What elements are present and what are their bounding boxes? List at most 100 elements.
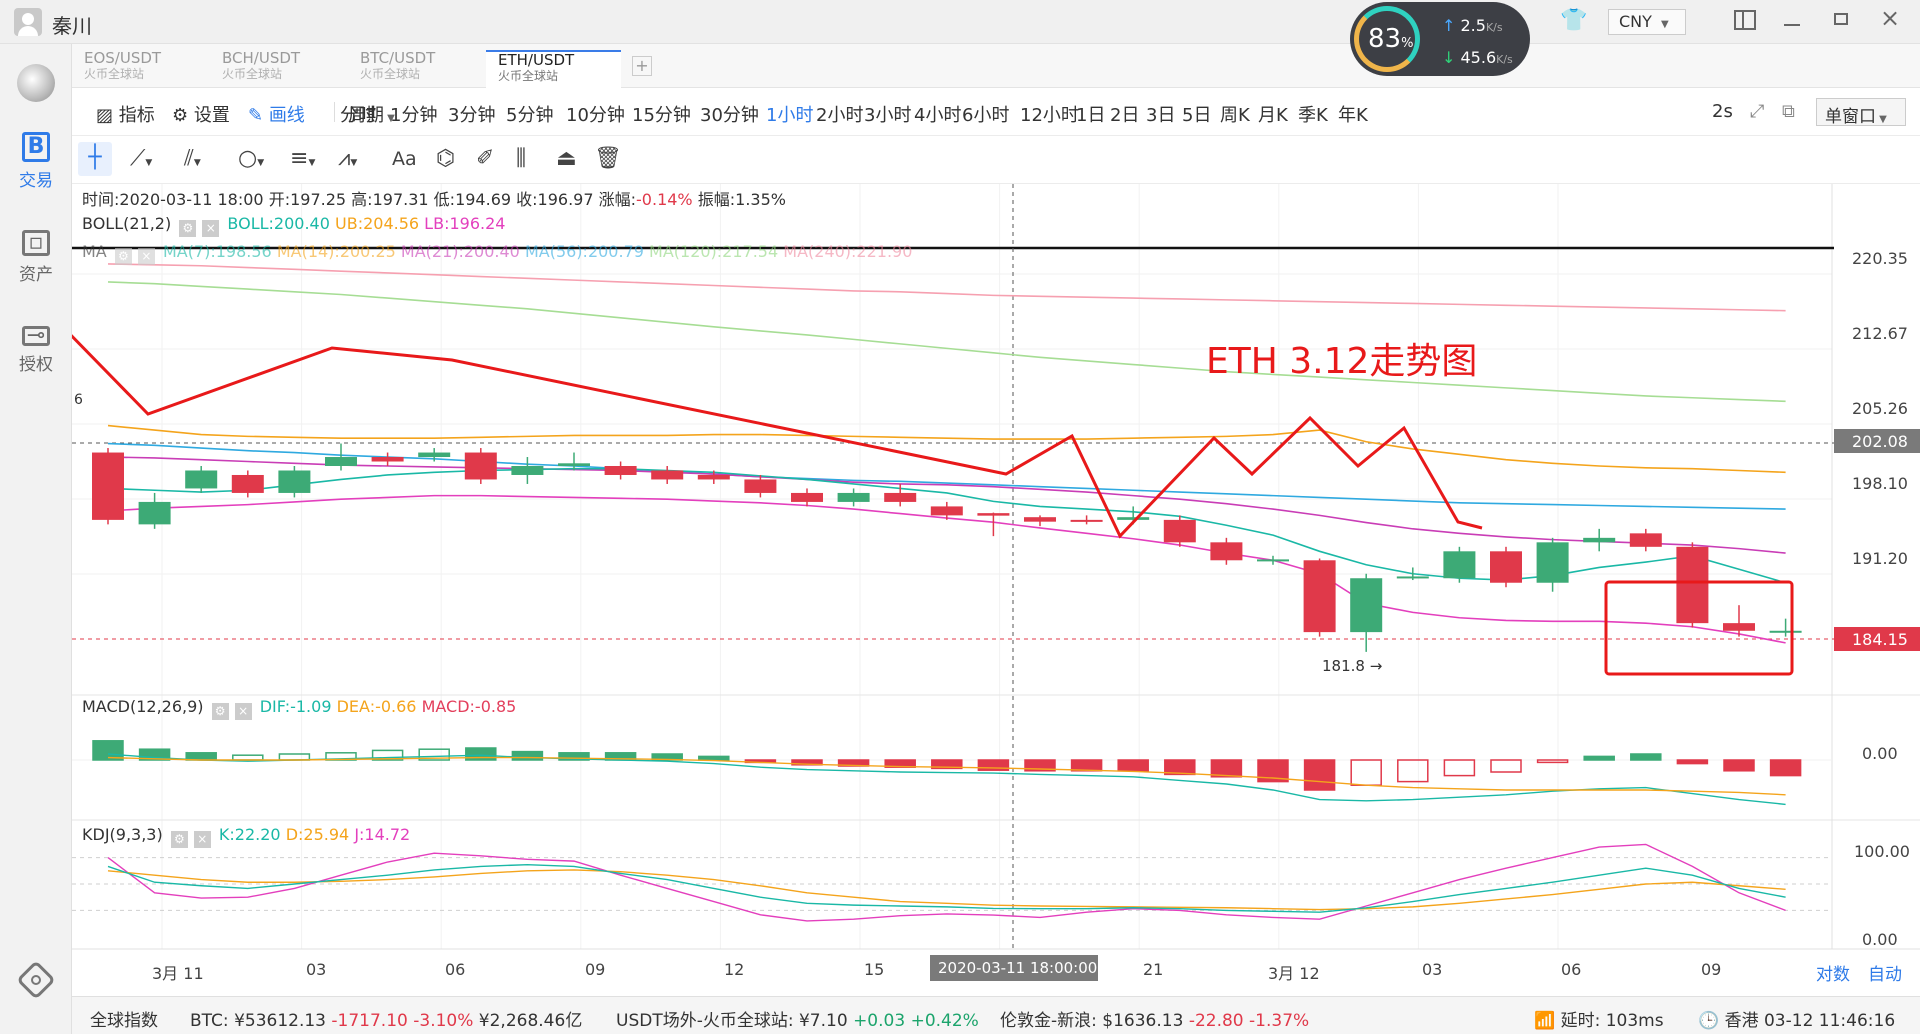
line-tool-icon[interactable]: ⟋▼ [130,146,153,171]
close-icon[interactable]: × [1880,4,1901,32]
macd-bar [1536,759,1569,764]
candle-body [837,492,870,502]
fullscreen-icon[interactable]: ⤢ [1750,101,1765,122]
currency-select[interactable]: CNY ▼ [1608,9,1686,35]
period-7[interactable]: 1小时 [766,105,814,126]
time-value: 2020-03-11 18:00 [119,190,264,209]
period-20[interactable]: 年K [1338,105,1368,126]
kline-chart[interactable] [72,184,1920,996]
price-label: 205.26 [1852,399,1908,418]
wave-tool-icon[interactable]: ⩘▼ [338,146,358,171]
ruler-tool-icon[interactable]: ⌬ [436,146,456,171]
time-label: 06 [445,960,466,979]
ma56: MA(56):200.79 [524,242,644,261]
macd-bar [1443,759,1476,777]
candle-body [1769,630,1802,633]
kdj-bottom-label: 0.00 [1862,930,1898,949]
period-13[interactable]: 1日 [1076,105,1106,126]
period-select[interactable]: 周期 ▼ [348,101,395,127]
period-4[interactable]: 10分钟 [566,105,625,126]
settings-button[interactable]: ⚙ 设置 [172,101,230,127]
global-index-link[interactable]: 全球指数 [90,1011,158,1031]
add-tab-button[interactable]: + [632,56,652,76]
period-1[interactable]: 1分钟 [390,105,438,126]
candle-body [1303,560,1336,633]
period-14[interactable]: 2日 [1110,105,1140,126]
macd-bar [977,759,1010,771]
trend-annotation-line [72,334,1483,539]
minimize-icon[interactable] [1784,24,1800,26]
sidebar-item-trade[interactable]: B 交易 [0,132,72,191]
macd-bar [1490,759,1522,773]
period-toolbar: ▨ 指标 ⚙ 设置 ✎ 画线 周期 ▼ 分时 1分钟 3分钟 5分钟 10分钟 15分钟 3… [72,88,1920,136]
period-3[interactable]: 5分钟 [506,105,554,126]
crosshair-tool[interactable]: ┼ [78,142,112,176]
refresh-interval[interactable]: 2s [1712,101,1733,122]
tab-eos-usdt[interactable]: EOS/USDT 火币全球站 [72,50,207,88]
close-icon[interactable]: × [137,248,155,265]
high-label: 高: [351,190,373,209]
sidebar-item-label: 资产 [19,265,53,285]
window-mode-select[interactable]: 单窗口 ▼ [1816,98,1906,127]
tab-pair: ETH/USDT [498,51,575,69]
settings-gear-icon[interactable] [16,960,56,1000]
period-2[interactable]: 3分钟 [448,105,496,126]
tab-bch-usdt[interactable]: BCH/USDT 火币全球站 [210,50,345,88]
logo-icon[interactable] [17,64,55,102]
period-15[interactable]: 3日 [1146,105,1176,126]
candle-body [92,452,124,520]
close-icon[interactable]: × [193,831,211,848]
fib-tool-icon[interactable]: ≡▼ [290,146,316,171]
screenshot-icon[interactable]: ⧉ [1782,101,1795,122]
open-label: 开: [268,190,291,209]
boll-lb: LB:196.24 [424,214,506,233]
trash-tool-icon[interactable]: 🗑 [594,146,622,171]
candle-body [464,452,497,480]
period-6[interactable]: 30分钟 [700,105,759,126]
sidebar-item-assets[interactable]: ▫ 资产 [0,230,72,285]
shirt-icon[interactable]: 👕 [1560,8,1588,33]
gear-icon[interactable]: ⚙ [179,220,197,237]
log-scale-toggle[interactable]: 对数 [1816,965,1850,985]
layout-icon[interactable] [1734,10,1756,30]
low-value: 194.69 [455,190,512,209]
period-8[interactable]: 2小时 [816,105,864,126]
price-label: 191.20 [1852,549,1908,568]
draw-button[interactable]: ✎ 画线 [248,101,305,127]
period-10[interactable]: 4小时 [914,105,962,126]
text-tool[interactable]: Aa [392,148,417,170]
macd-bar [511,750,544,761]
lock-tool-icon[interactable]: ⏏ [556,146,577,171]
close-icon[interactable]: × [202,220,220,237]
period-0[interactable]: 分时 [340,105,376,126]
brush-tool-icon[interactable]: ✐ [476,146,495,171]
kdj-legend: KDJ(9,3,3) ⚙ × K:22.20 D:25.94 J:14.72 [82,825,410,848]
candle-tool-icon[interactable]: ⫼ [516,146,527,171]
period-16[interactable]: 5日 [1182,105,1212,126]
auto-scale-toggle[interactable]: 自动 [1868,965,1902,985]
period-18[interactable]: 月K [1258,105,1288,126]
user-name[interactable]: 秦川 [52,14,92,38]
tab-eth-usdt[interactable]: ETH/USDT 火币全球站 [486,50,621,88]
gear-icon[interactable]: ⚙ [170,831,188,848]
multi-line-tool-icon[interactable]: ⫽▼ [184,146,201,171]
circle-tool-icon[interactable]: ○▼ [238,146,265,171]
candle-body [1723,623,1755,631]
gear-icon[interactable]: ⚙ [114,248,132,265]
restore-icon[interactable] [1834,13,1848,25]
period-17[interactable]: 周K [1220,105,1250,126]
btc-change: -1717.10 [331,1011,408,1031]
tab-btc-usdt[interactable]: BTC/USDT 火币全球站 [348,50,483,88]
close-icon[interactable]: × [234,703,252,720]
period-5[interactable]: 15分钟 [632,105,691,126]
period-11[interactable]: 6小时 [962,105,1010,126]
network-widget[interactable]: 83% ↑ 2.5K/s ↓ 45.6K/s [1350,2,1530,76]
sidebar-item-auth[interactable]: ⊸ 授权 [0,325,72,376]
period-9[interactable]: 3小时 [864,105,912,126]
period-19[interactable]: 季K [1298,105,1328,126]
avatar-icon[interactable] [14,8,42,36]
wallet-icon: ▫ [22,230,50,256]
indicator-button[interactable]: ▨ 指标 [96,101,155,127]
period-12[interactable]: 12小时 [1020,105,1079,126]
gear-icon[interactable]: ⚙ [211,703,229,720]
